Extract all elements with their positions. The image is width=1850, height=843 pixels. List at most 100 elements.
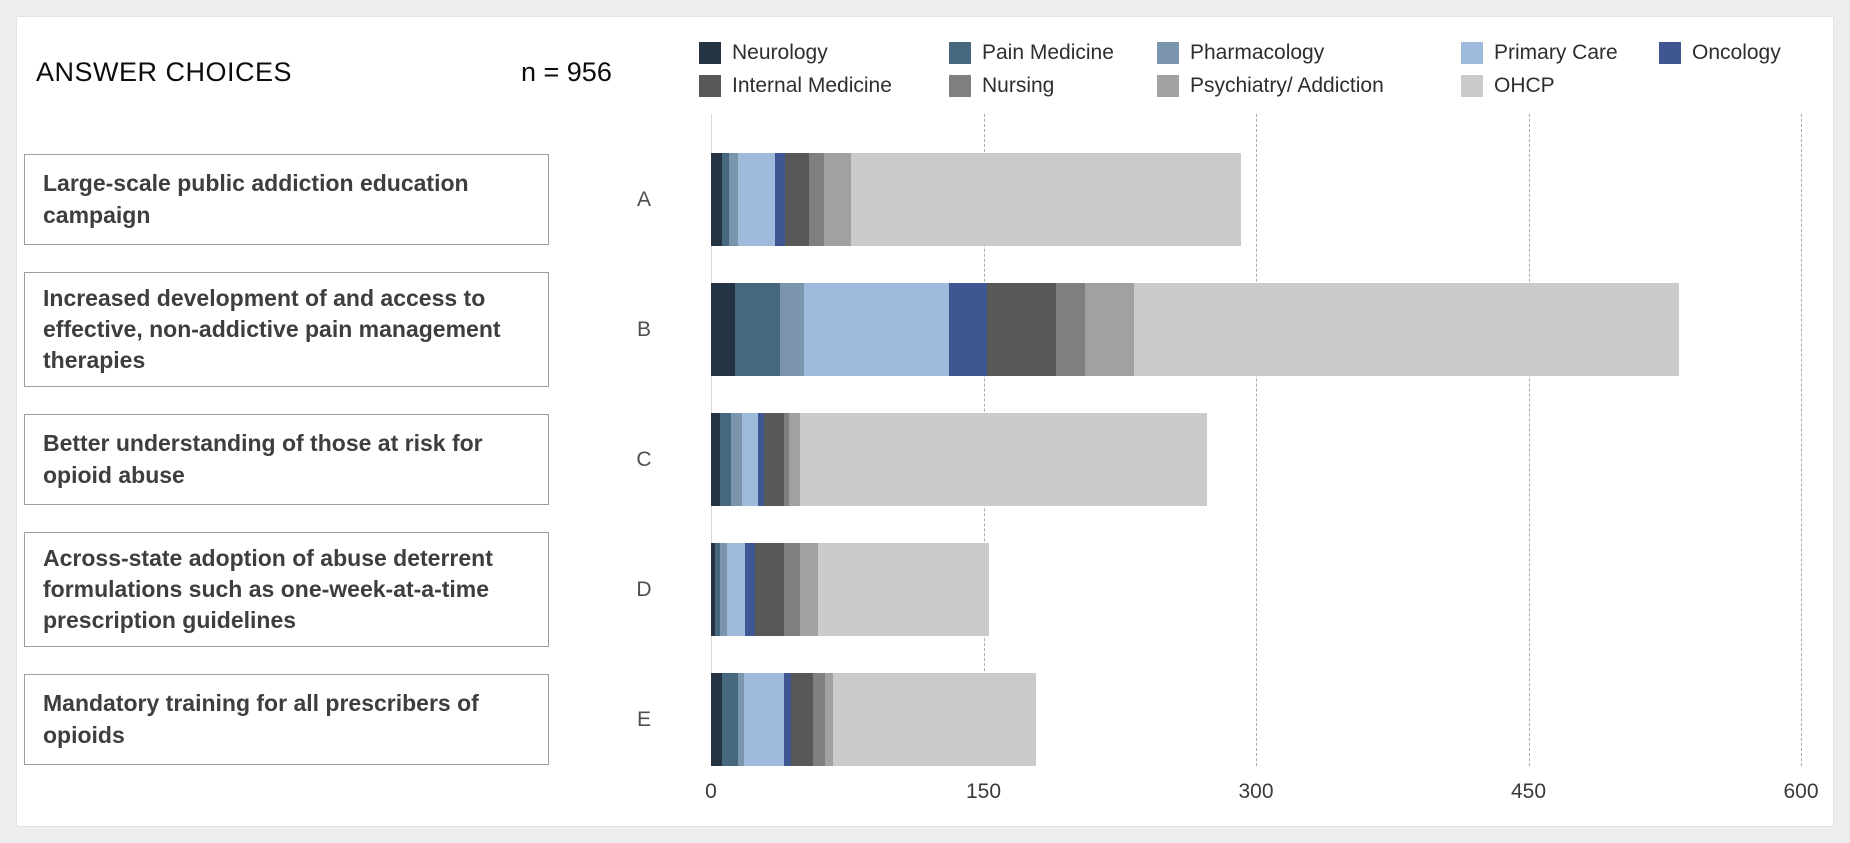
bar-segment [850,153,1242,246]
legend-label: Neurology [732,41,828,64]
bar-segment [711,543,715,636]
stacked-bar [711,543,1801,636]
bar-segment [711,283,735,376]
legend-swatch-icon [1659,42,1681,64]
bar-letter-label: C [636,447,652,471]
bar-segment [729,153,739,246]
chart-header: ANSWER CHOICES n = 956 Neurology Pain Med… [17,17,1833,114]
chart-row: Across-state adoption of abuse deterrent… [17,531,1833,648]
bar-segment [812,673,826,766]
legend-swatch-icon [699,42,721,64]
bar-segment [738,673,744,766]
legend-label: Internal Medicine [732,74,892,97]
chart-row: Mandatory training for all prescribers o… [17,673,1833,766]
bar-letter-column: E [549,708,711,732]
bar-segment [754,543,784,636]
page-title: ANSWER CHOICES [36,57,293,87]
legend-item: Primary Care [1461,41,1659,65]
bar-segment [1134,283,1680,376]
legend-item: Internal Medicine [699,74,949,98]
legend-item: Nursing [949,74,1157,98]
chart-rows: Large-scale public addiction education c… [17,114,1833,766]
bar-letter-label: A [636,187,651,211]
bar-segment [832,673,1037,766]
x-axis-tick-label: 600 [1783,780,1819,803]
bar-segment [741,413,759,506]
legend-label: OHCP [1494,74,1555,97]
chart-row: Large-scale public addiction education c… [17,153,1833,246]
bar-segment [734,283,781,376]
bar-segment [783,543,800,636]
bar-letter-label: D [636,577,652,601]
x-axis: 0 150 300 450 600 [705,766,1818,808]
legend-label: Nursing [982,74,1055,97]
stacked-bar [711,153,1801,246]
bar-segment [780,283,804,376]
answer-choice-text: Better understanding of those at risk fo… [43,430,483,488]
chart-card: ANSWER CHOICES n = 956 Neurology Pain Med… [16,16,1834,827]
bar-letter-column: A [549,188,711,212]
legend-swatch-icon [1157,75,1179,97]
bar-segment [823,153,851,246]
answer-choice-box: Large-scale public addiction education c… [24,154,549,245]
x-axis-tick-label: 0 [705,780,717,803]
legend-swatch-icon [1461,75,1483,97]
chart-row: Better understanding of those at risk fo… [17,413,1833,506]
legend-label: Pharmacology [1190,41,1325,64]
stacked-bar [711,673,1801,766]
answer-choice-text: Increased development of and access to e… [43,284,501,374]
legend-swatch-icon [949,42,971,64]
bar-segment [1056,283,1086,376]
bar-segment [763,413,784,506]
legend-swatch-icon [1157,42,1179,64]
legend-spacer [1659,74,1829,98]
x-axis-tick-label: 450 [1510,780,1547,803]
x-axis-tick-label: 300 [1238,780,1274,803]
answer-choice-box: Better understanding of those at risk fo… [24,414,549,505]
legend-label: Psychiatry/ Addiction [1190,74,1384,97]
bar-segment [727,543,746,636]
answer-choice-text: Mandatory training for all prescribers o… [43,690,479,748]
bar-track [711,673,1801,766]
stacked-bar [711,413,1801,506]
bar-segment [987,283,1057,376]
x-axis-tick-label: 150 [965,780,1002,803]
bar-segment [948,283,988,376]
chart-row: Increased development of and access to e… [17,271,1833,388]
bar-segment [714,543,721,636]
legend-item: OHCP [1461,74,1659,98]
legend-swatch-icon [1461,42,1483,64]
bar-segment [783,673,791,766]
chart-area: Large-scale public addiction education c… [17,114,1833,808]
bar-letter-label: B [636,317,651,341]
legend-swatch-icon [699,75,721,97]
bar-segment [720,543,728,636]
bar-segment [720,413,731,506]
bar-segment [825,673,833,766]
bar-letter-column: D [549,578,711,602]
bar-segment [738,153,775,246]
bar-segment [758,413,764,506]
legend-item: Oncology [1659,41,1829,65]
bar-segment [809,153,824,246]
bar-track [711,283,1801,376]
legend-item: Pain Medicine [949,41,1157,65]
bar-letter-label: E [636,707,651,731]
sample-size-label: n = 956 [521,57,612,87]
legend-swatch-icon [949,75,971,97]
bar-segment [711,413,721,506]
answer-choice-text: Large-scale public addiction education c… [43,170,469,228]
bar-segment [818,543,989,636]
bar-segment [803,283,949,376]
gridline [1801,114,1802,766]
bar-segment [789,413,800,506]
answer-choice-text: Across-state adoption of abuse deterrent… [43,544,493,634]
bar-segment [774,153,786,246]
bar-letter-column: C [549,448,711,472]
gridline [1528,114,1530,766]
gridline [1256,114,1257,766]
bar-segment [1085,283,1135,376]
chart-legend: Neurology Pain Medicine Pharmacology Primar… [699,41,1829,98]
bar-segment [721,153,730,246]
bar-track [711,153,1801,246]
